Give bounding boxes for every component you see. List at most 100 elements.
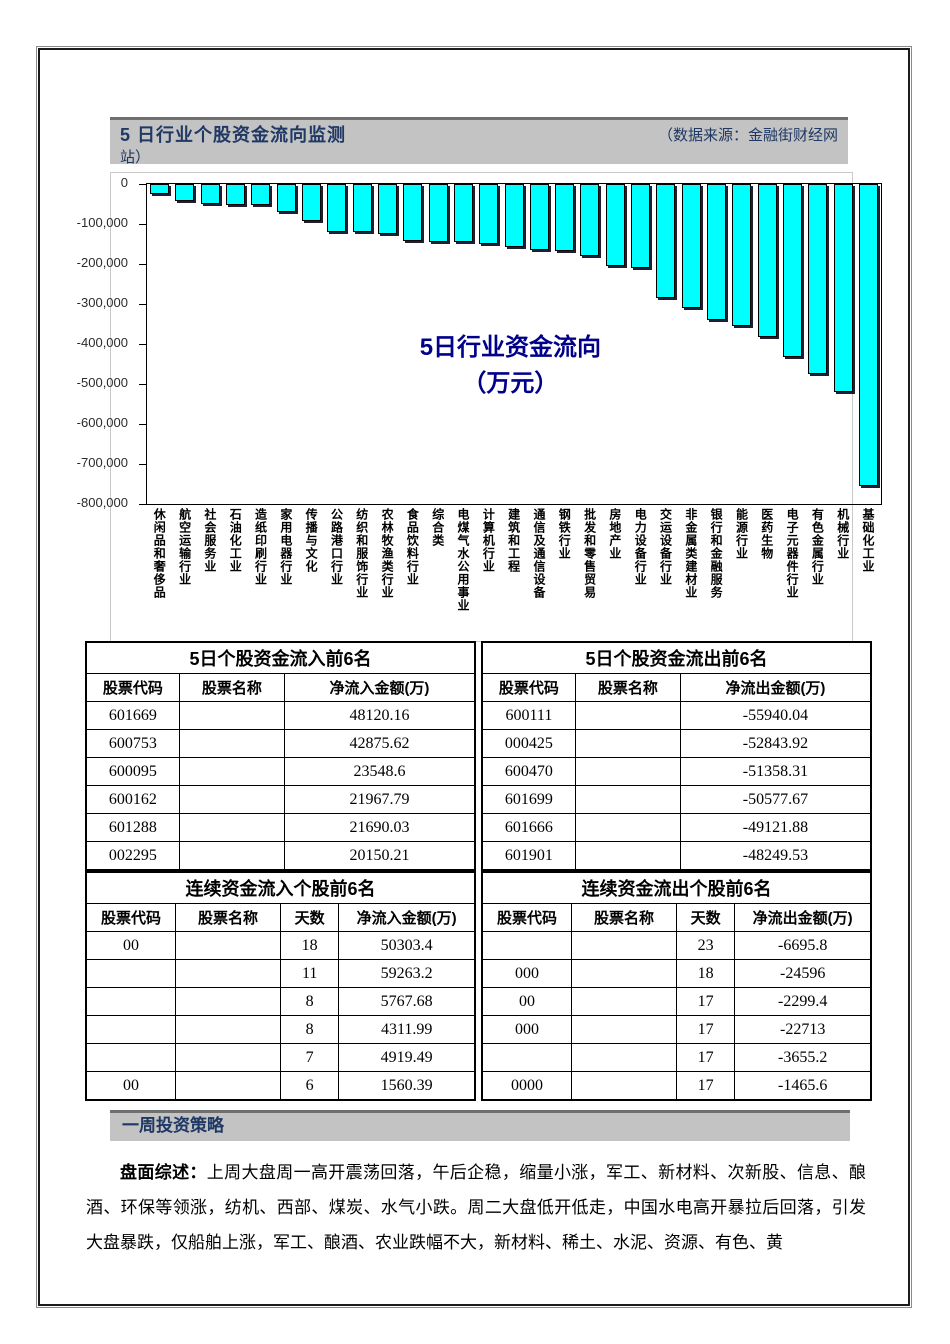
x-label-slot: 电力设备行业 <box>627 508 652 640</box>
table-row: 600753 42875.62 <box>85 729 476 758</box>
column-header: 股票名称 <box>178 673 285 702</box>
table-title-row: 5日个股资金流入前6名 <box>85 641 476 674</box>
table-cell <box>574 841 681 871</box>
x-axis-label: 公路港口行业 <box>329 508 344 586</box>
y-tick-label: -400,000 <box>76 335 128 350</box>
x-axis-label: 家用电器行业 <box>278 508 293 586</box>
x-axis-label: 房地产业 <box>607 508 622 560</box>
table-outflow5: 5日个股资金流出前6名 股票代码 股票名称 净流出金额(万) 600111 -5594… <box>481 641 872 871</box>
table-row: 00 6 1560.39 <box>85 1071 476 1101</box>
x-axis-label: 社会服务业 <box>202 508 217 573</box>
bar-slot <box>451 184 476 242</box>
table-cell <box>174 1015 281 1044</box>
column-header: 股票代码 <box>85 903 176 932</box>
x-axis-label: 医药生物 <box>759 508 774 560</box>
table-cell: 21690.03 <box>283 813 476 842</box>
y-tick-label: 0 <box>120 175 128 190</box>
table-row: 600095 23548.6 <box>85 757 476 786</box>
bar-slot <box>223 184 248 205</box>
table-cell: 0000 <box>481 1071 572 1101</box>
x-axis-label: 交运设备行业 <box>658 508 673 586</box>
bar-slot <box>653 184 678 298</box>
column-header: 净流入金额(万) <box>283 673 476 702</box>
x-label-slot: 机械行业 <box>829 508 854 640</box>
x-axis-label: 食品饮料行业 <box>405 508 420 586</box>
table-header-row: 股票代码 股票名称 天数 净流出金额(万) <box>481 903 872 932</box>
bar-20 <box>631 184 651 268</box>
table-cell: -49121.88 <box>679 813 872 842</box>
table-cell <box>174 931 281 960</box>
column-header: 天数 <box>675 903 736 932</box>
table-cell: 601699 <box>481 785 576 814</box>
y-tick-label: -800,000 <box>76 495 128 510</box>
table-title: 5日个股资金流出前6名 <box>481 641 872 674</box>
bar-23 <box>707 184 727 320</box>
x-axis-labels: 休闲品和奢侈品 航空运输行业 社会服务业 石油化工业 造纸印刷行业 家用电器行业 传播与文化… <box>146 508 880 640</box>
bar-slot <box>248 184 273 205</box>
bar-2 <box>175 184 195 201</box>
table-cell <box>178 757 285 786</box>
table-cell: -2299.4 <box>734 987 872 1016</box>
bar-slot <box>172 184 197 201</box>
x-label-slot: 公路港口行业 <box>323 508 348 640</box>
x-label-slot: 航空运输行业 <box>171 508 196 640</box>
y-tick-mark <box>139 184 146 185</box>
bar-slot <box>856 184 881 486</box>
x-label-slot: 社会服务业 <box>197 508 222 640</box>
table-title: 5日个股资金流入前6名 <box>85 641 476 674</box>
table-cell <box>174 987 281 1016</box>
y-tick-label: -200,000 <box>76 255 128 270</box>
x-label-slot: 医药生物 <box>754 508 779 640</box>
y-tick-mark <box>139 304 146 305</box>
column-header: 股票名称 <box>174 903 281 932</box>
table-cell: 600470 <box>481 757 576 786</box>
x-label-slot: 休闲品和奢侈品 <box>146 508 171 640</box>
bar-14 <box>479 184 499 244</box>
table-row: 600470 -51358.31 <box>481 757 872 786</box>
bar-slot <box>375 184 400 234</box>
table-cell: 7 <box>279 1043 340 1072</box>
table-inflow-continuous: 连续资金流入个股前6名 股票代码 股票名称 天数 净流入金额(万) 00 18 50303… <box>85 871 476 1101</box>
bar-slot <box>704 184 729 320</box>
strategy-title: 一周投资策略 <box>122 1116 224 1135</box>
column-header: 股票名称 <box>574 673 681 702</box>
column-header: 股票代码 <box>85 673 180 702</box>
bar-slot <box>805 184 830 374</box>
table-cell: 17 <box>675 1043 736 1072</box>
table-cell: -52843.92 <box>679 729 872 758</box>
table-cell: 000425 <box>481 729 576 758</box>
table-cell: 600162 <box>85 785 180 814</box>
table-cell: 8 <box>279 1015 340 1044</box>
bar-slot <box>425 184 450 242</box>
bar-10 <box>377 184 397 234</box>
table-cell: 20150.21 <box>283 841 476 871</box>
table-cell <box>481 931 572 960</box>
x-axis-label: 纺织和服饰行业 <box>354 508 369 599</box>
table-row: 601901 -48249.53 <box>481 841 872 871</box>
section-header-monitor: 5 日行业个股资金流向监测 （数据来源：金融街财经网 站） <box>110 117 848 166</box>
bar-slot <box>552 184 577 251</box>
table-cell: 17 <box>675 1015 736 1044</box>
table-row: 000425 -52843.92 <box>481 729 872 758</box>
table-cell: 59263.2 <box>338 959 476 988</box>
bar-18 <box>580 184 600 256</box>
x-axis-label: 航空运输行业 <box>177 508 192 586</box>
table-cell <box>574 701 681 730</box>
x-axis-label: 休闲品和奢侈品 <box>152 508 167 599</box>
table-cell: 6 <box>279 1071 340 1101</box>
table-header-row: 股票代码 股票名称 净流出金额(万) <box>481 673 872 702</box>
table-cell <box>85 1043 176 1072</box>
table-cell: -51358.31 <box>679 757 872 786</box>
table-cell <box>574 757 681 786</box>
table-title-row: 连续资金流入个股前6名 <box>85 871 476 904</box>
table-row: 00 18 50303.4 <box>85 931 476 960</box>
summary-lead: 盘面综述： <box>120 1163 207 1182</box>
table-cell: 50303.4 <box>338 931 476 960</box>
x-label-slot: 交运设备行业 <box>652 508 677 640</box>
bar-29 <box>858 184 878 486</box>
column-header: 净流出金额(万) <box>679 673 872 702</box>
bar-slot <box>628 184 653 268</box>
x-axis-label: 机械行业 <box>835 508 850 560</box>
x-axis-label: 银行和金融服务 <box>709 508 724 599</box>
section-header-strategy: 一周投资策略 <box>110 1110 850 1141</box>
